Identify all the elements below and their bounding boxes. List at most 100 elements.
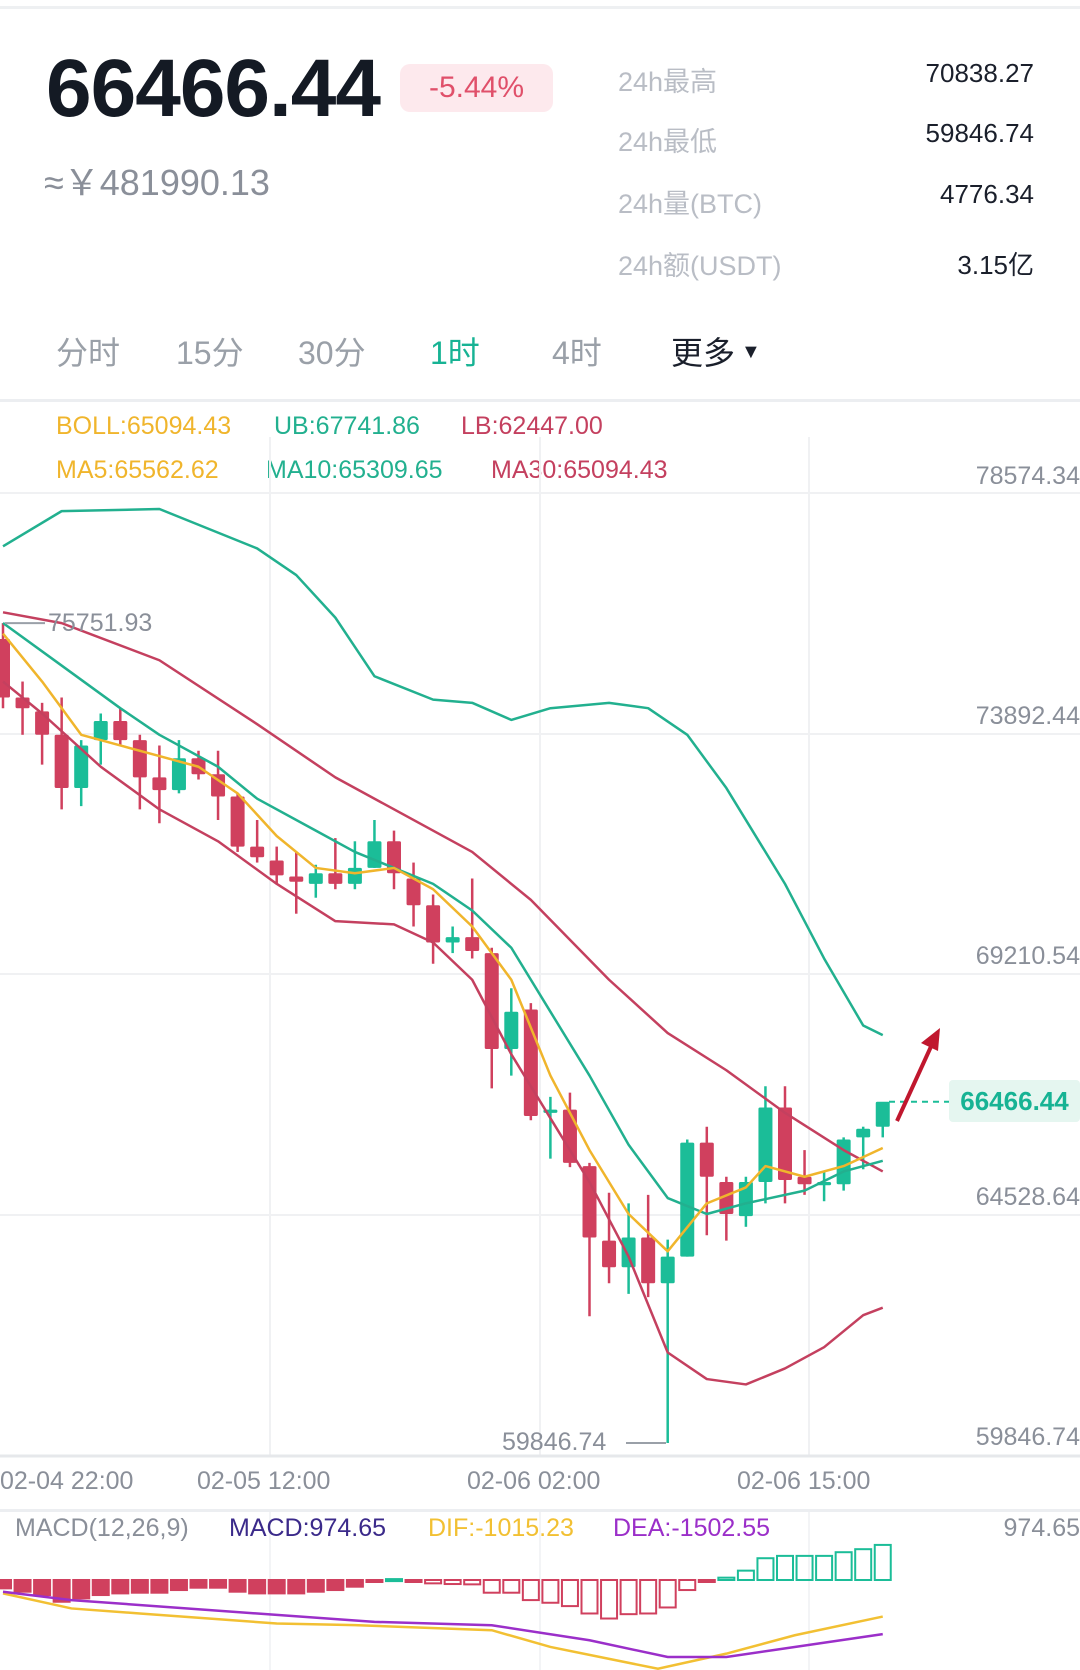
candle-down	[465, 937, 480, 951]
change-badge: -5.44%	[400, 64, 553, 112]
ma30-value: MA30:65094.43	[491, 456, 668, 484]
y-tick: 73892.44	[975, 702, 1080, 730]
ma10-value: MA10:65309.65	[266, 456, 443, 484]
candle-up	[738, 1182, 753, 1217]
tab-more[interactable]: 更多 ▼	[671, 328, 761, 374]
candle-down	[406, 878, 421, 906]
macd-bar	[678, 1579, 697, 1592]
top-divider	[0, 6, 1080, 9]
candle-down	[269, 860, 284, 876]
candle-up	[367, 841, 382, 868]
stat-label-low: 24h最低	[618, 127, 718, 157]
candle-down	[778, 1107, 792, 1180]
macd-bar	[326, 1579, 345, 1592]
macd-bar	[756, 1557, 775, 1581]
y-tick: 69210.54	[975, 942, 1080, 970]
tab-4h[interactable]: 4时	[552, 335, 602, 371]
arrow-shaft	[895, 1039, 936, 1122]
dea-value: DEA:-1502.55	[613, 1514, 771, 1542]
macd-bar	[345, 1579, 364, 1588]
stat-label-high: 24h最高	[618, 67, 718, 97]
macd-bar	[697, 1579, 716, 1583]
macd-bar	[502, 1579, 521, 1594]
current-price-label: 66466.44	[949, 1080, 1080, 1122]
macd-bar	[541, 1579, 560, 1604]
stat-value-volume: 4776.34	[940, 179, 1034, 209]
candle-down	[797, 1176, 812, 1185]
macd-bar	[834, 1551, 853, 1582]
macd-bar	[404, 1579, 423, 1583]
boll-value: BOLL:65094.43	[56, 412, 232, 440]
caret-down-icon: ▼	[741, 341, 761, 363]
macd-bar	[248, 1579, 267, 1595]
stat-value-turnover: 3.15亿	[957, 250, 1034, 280]
macd-bar	[658, 1579, 677, 1609]
candle-up	[308, 873, 323, 884]
ma30-line	[2, 611, 884, 1173]
candle-down	[132, 740, 147, 778]
macd-bar	[72, 1579, 91, 1600]
macd-bar	[795, 1554, 814, 1582]
y-tick: 78574.34	[975, 462, 1080, 490]
candle-up	[621, 1237, 636, 1268]
arrow-up-icon	[921, 1028, 940, 1051]
macd-title: MACD(12,26,9)	[15, 1514, 189, 1542]
candle-up	[504, 1011, 519, 1049]
tabs-divider	[0, 399, 1080, 402]
ma5-value: MA5:65562.62	[56, 456, 219, 484]
macd-bar	[639, 1579, 658, 1615]
macd-bar	[33, 1579, 52, 1597]
macd-bar	[717, 1576, 736, 1582]
candle-up	[74, 745, 89, 789]
macd-bar	[443, 1579, 462, 1586]
stat-label-volume: 24h量(BTC)	[618, 189, 763, 219]
macd-bar	[130, 1579, 149, 1594]
candle-up	[875, 1101, 890, 1127]
candle-up	[758, 1107, 773, 1183]
cny-price: ≈￥481990.13	[44, 162, 270, 203]
macd-bar	[815, 1554, 834, 1582]
macd-bar	[580, 1579, 599, 1615]
macd-bar	[776, 1554, 794, 1582]
macd-bar	[424, 1579, 443, 1585]
macd-bar	[52, 1579, 71, 1603]
macd-bar	[0, 1579, 12, 1590]
macd-bar	[306, 1579, 325, 1593]
macd-bar	[521, 1579, 540, 1602]
y-tick: 59846.74	[975, 1423, 1080, 1451]
dif-value: DIF:-1015.23	[428, 1514, 574, 1542]
candle-down	[562, 1109, 577, 1163]
macd-bar	[209, 1579, 228, 1589]
y-tick: 64528.64	[975, 1183, 1080, 1211]
dea-line	[2, 1590, 883, 1659]
tab-30m[interactable]: 30分	[298, 335, 366, 371]
stat-label-turnover: 24h额(USDT)	[618, 251, 782, 281]
macd-bar	[854, 1548, 873, 1581]
tab-1h[interactable]: 1时	[430, 335, 480, 371]
candle-down	[602, 1240, 617, 1268]
ma10-line	[2, 621, 884, 1216]
candle-down	[289, 876, 304, 882]
candle-down	[328, 873, 343, 884]
candle-up	[171, 758, 186, 791]
candle-down	[230, 796, 245, 847]
candle-down	[0, 638, 10, 698]
low-marker-label: 59846.74	[502, 1428, 607, 1456]
macd-bar	[873, 1543, 892, 1581]
candle-down	[211, 774, 226, 797]
macd-bar	[600, 1579, 619, 1620]
macd-bar	[287, 1579, 306, 1595]
tab-15m[interactable]: 15分	[176, 335, 244, 371]
dif-line	[2, 1592, 884, 1670]
x-tick: 02-04 22:00	[0, 1467, 134, 1495]
boll-upper-line	[2, 507, 884, 1037]
macd-bar	[150, 1579, 169, 1594]
macd-bar	[619, 1579, 638, 1616]
macd-bar	[267, 1579, 286, 1595]
x-tick: 02-05 12:00	[197, 1467, 331, 1495]
tab-timeshare[interactable]: 分时	[56, 335, 121, 371]
macd-bar	[365, 1579, 384, 1583]
candle-down	[250, 846, 265, 858]
stat-value-low: 59846.74	[925, 118, 1034, 148]
